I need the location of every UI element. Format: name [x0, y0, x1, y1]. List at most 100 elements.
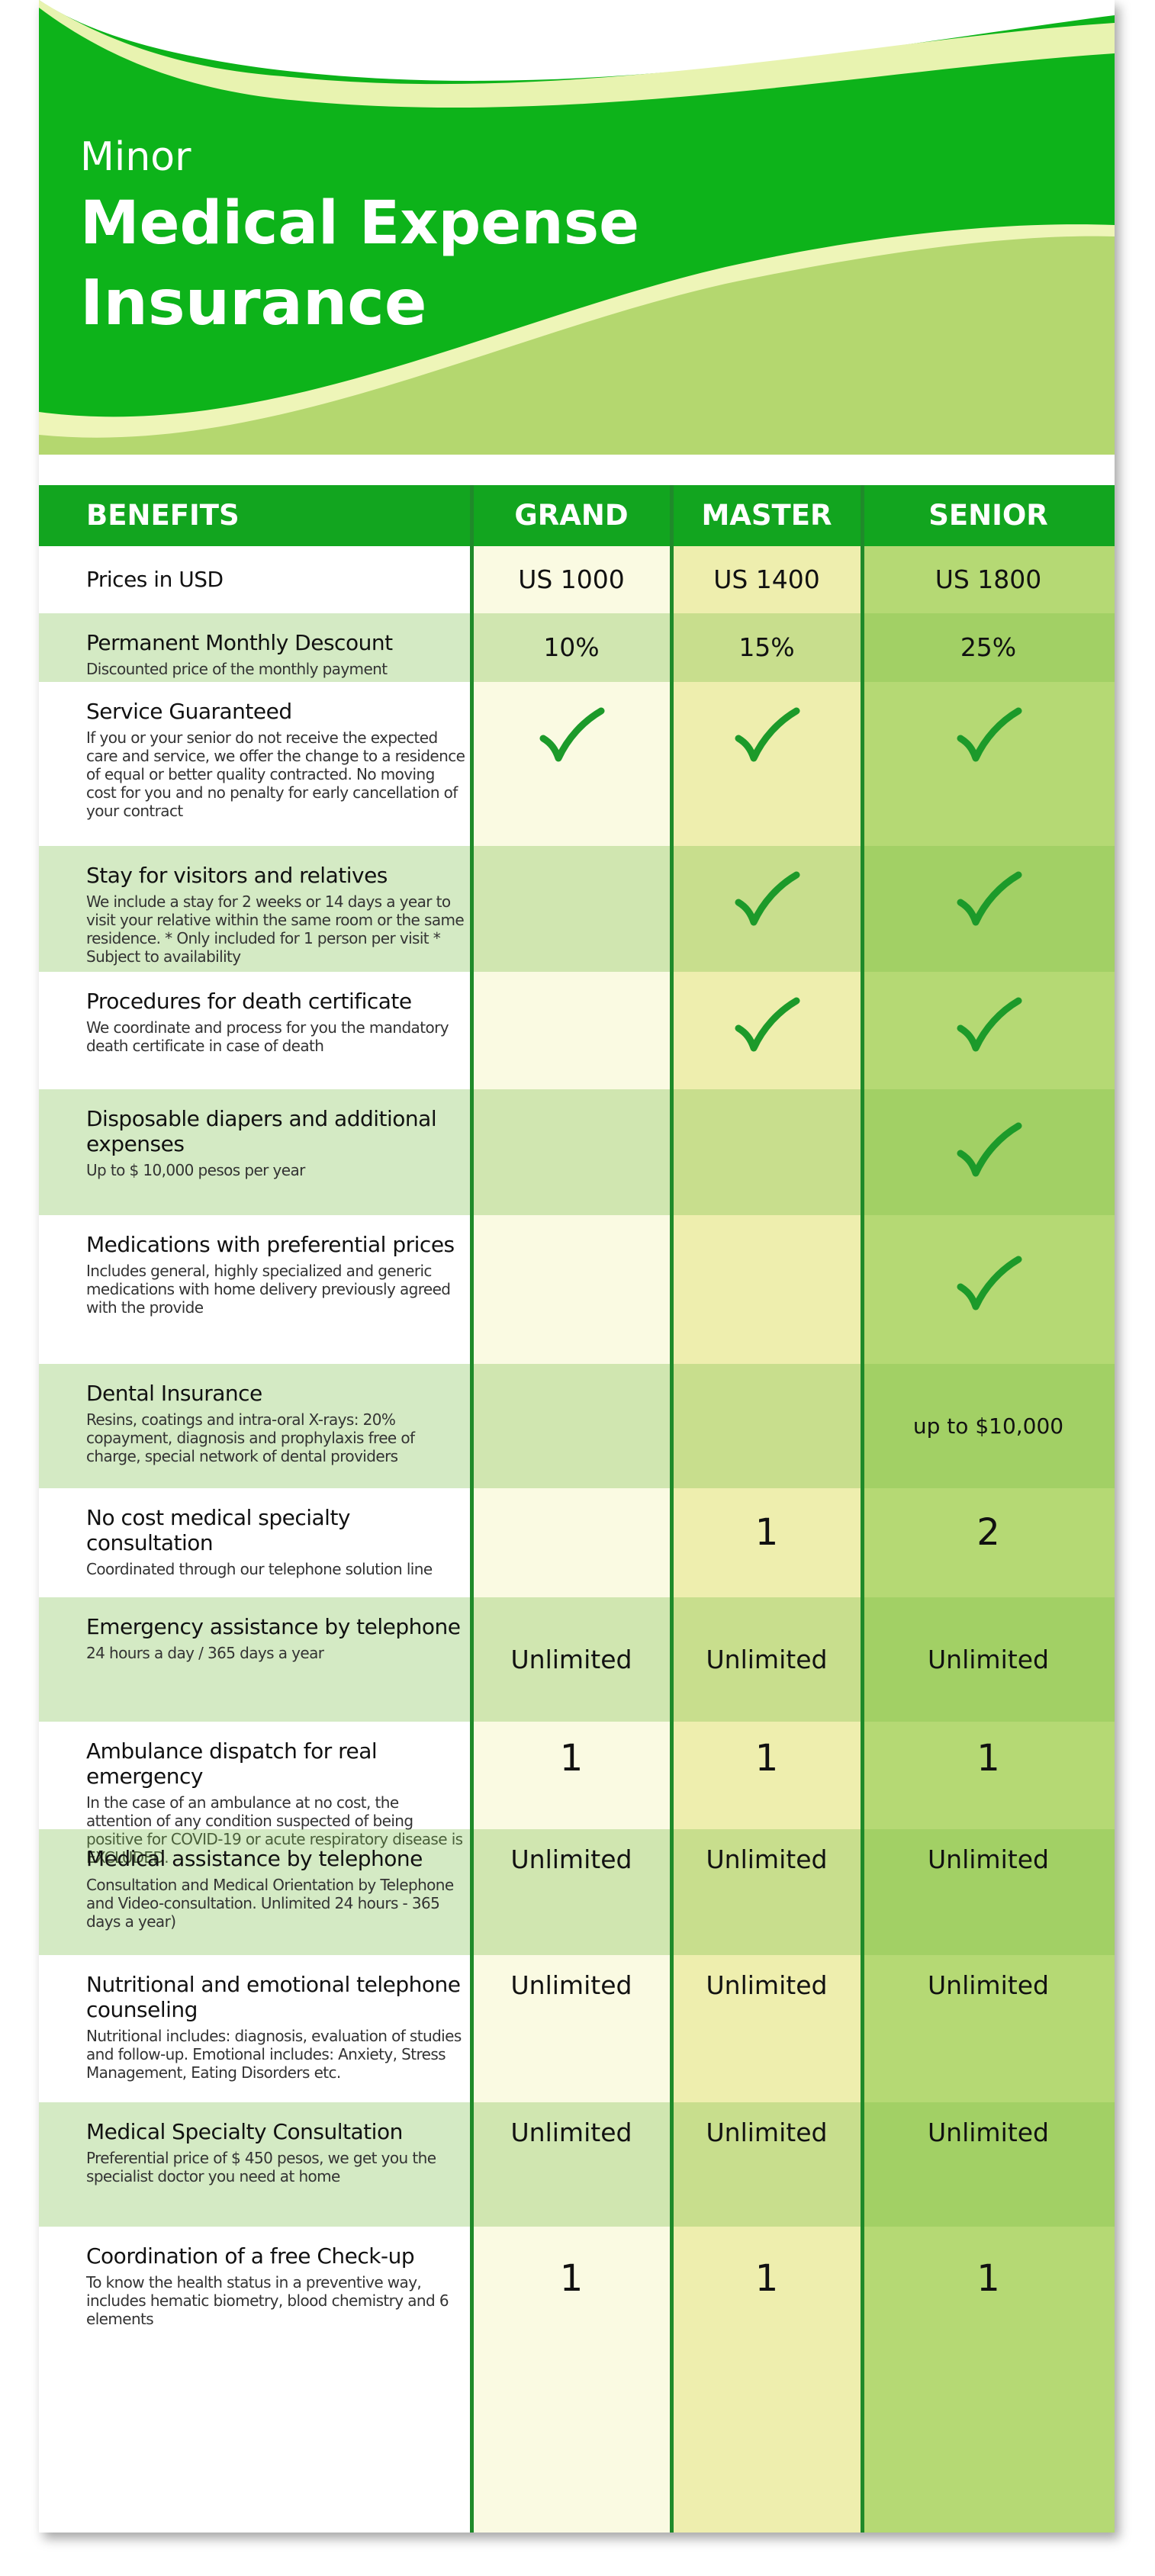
- cell-value: US 1800: [935, 564, 1042, 594]
- card: Minor Medical Expense Insurance Prices i…: [39, 0, 1115, 2533]
- cell-value: Unlimited: [510, 2118, 632, 2147]
- cell-value: 1: [976, 2257, 1000, 2300]
- cell-value: Unlimited: [928, 1645, 1049, 1674]
- column-header: SENIOR: [928, 499, 1048, 532]
- benefit-name: Prices in USD: [86, 567, 224, 592]
- check-mark: [862, 705, 1115, 772]
- check-mark: [471, 705, 671, 772]
- cell-value: Unlimited: [706, 1970, 828, 2000]
- benefit: Service Guaranteed If you or your senior …: [86, 699, 468, 820]
- check-mark: [862, 1253, 1115, 1320]
- cell-value: 15%: [738, 632, 795, 662]
- cell-value: Unlimited: [706, 1844, 828, 1874]
- benefit-description: We include a stay for 2 weeks or 14 days…: [86, 892, 465, 966]
- benefit-description: Discounted price of the monthly payment: [86, 660, 388, 678]
- column-header: BENEFITS: [86, 499, 240, 532]
- benefit-description: Coordinated through our telephone soluti…: [86, 1560, 433, 1578]
- benefit: Medications with preferential prices Incl…: [86, 1232, 468, 1317]
- column-header: GRAND: [514, 499, 629, 532]
- cell-value: Unlimited: [510, 1645, 632, 1674]
- cell-value: 1: [976, 1737, 1000, 1780]
- benefit-name: Medical assistance by telephone: [86, 1846, 423, 1871]
- title: Insurance: [80, 267, 427, 339]
- cell-value: Unlimited: [706, 1645, 828, 1674]
- benefit-description: Resins, coatings and intra-oral X-rays: …: [86, 1410, 415, 1465]
- hero-background: [39, 0, 1115, 471]
- benefit-description: Nutritional includes: diagnosis, evaluat…: [86, 2027, 462, 2082]
- benefit: Prices in USD: [86, 546, 468, 613]
- benefit-name: Service Guaranteed: [86, 699, 292, 724]
- table-row: Dental Insurance Resins, coatings and int…: [39, 1364, 1115, 1488]
- table-row: No cost medical specialty consultation Co…: [39, 1488, 1115, 1597]
- benefit-name: Ambulance dispatch for real emergency: [86, 1738, 378, 1789]
- benefit-description: Consultation and Medical Orientation by …: [86, 1876, 454, 1931]
- benefit-description: Up to $ 10,000 pesos per year: [86, 1161, 305, 1179]
- benefit-description: Includes general, highly specialized and…: [86, 1262, 451, 1317]
- table-row: Nutritional and emotional telephone coun…: [39, 1955, 1115, 2102]
- benefit-description: 24 hours a day / 365 days a year: [86, 1644, 324, 1662]
- cell-value: Unlimited: [928, 1844, 1049, 1874]
- table-row: Procedures for death certificate We coord…: [39, 972, 1115, 1089]
- cell-value: 10%: [543, 632, 600, 662]
- benefit-name: Medications with preferential prices: [86, 1232, 455, 1257]
- title: Medical Expense: [80, 189, 640, 258]
- check-mark: [862, 995, 1115, 1062]
- benefit-name: Medical Specialty Consultation: [86, 2119, 403, 2144]
- cell-value: 1: [754, 1737, 779, 1780]
- benefit-description: We coordinate and process for you the ma…: [86, 1018, 449, 1055]
- cell-value: Unlimited: [928, 1970, 1049, 2000]
- table-row: Stay for visitors and relatives We includ…: [39, 846, 1115, 972]
- benefit: Stay for visitors and relatives We includ…: [86, 863, 468, 966]
- benefit-name: Dental Insurance: [86, 1381, 262, 1406]
- table-row: Coordination of a free Check-up To know t…: [39, 2227, 1115, 2533]
- benefit-name: Emergency assistance by telephone: [86, 1614, 461, 1639]
- table-row: Medications with preferential prices Incl…: [39, 1215, 1115, 1364]
- table-row: Prices in USD US 1000 US 1400 US 1800: [39, 546, 1115, 613]
- cell-value: up to $10,000: [912, 1413, 1064, 1439]
- table-row: Permanent Monthly Descount Discounted pri…: [39, 613, 1115, 682]
- benefit-name: Nutritional and emotional telephone coun…: [86, 1972, 461, 2022]
- benefit-name: Permanent Monthly Descount: [86, 630, 393, 655]
- column-divider: [861, 485, 864, 2533]
- table-row: Emergency assistance by telephone 24 hour…: [39, 1597, 1115, 1722]
- benefit-name: Stay for visitors and relatives: [86, 863, 388, 888]
- benefit: Medical assistance by telephone Consultat…: [86, 1846, 468, 1931]
- benefit: Medical Specialty Consultation Preferenti…: [86, 2119, 468, 2185]
- check-mark: [671, 869, 862, 936]
- pre-title: Minor: [80, 134, 191, 180]
- grand-column: [471, 546, 671, 2533]
- benefit: Ambulance dispatch for real emergency In …: [86, 1738, 468, 1867]
- cell-value: 1: [754, 1511, 779, 1554]
- benefit: Procedures for death certificate We coord…: [86, 989, 468, 1055]
- table-row: Medical assistance by telephone Consultat…: [39, 1829, 1115, 1955]
- cell-value: Unlimited: [510, 1970, 632, 2000]
- benefit-name: Procedures for death certificate: [86, 989, 412, 1014]
- column-divider: [470, 485, 474, 2533]
- benefit-name: Coordination of a free Check-up: [86, 2243, 415, 2269]
- senior-column: [862, 546, 1115, 2533]
- cell-value: US 1400: [713, 564, 820, 594]
- master-column: [671, 546, 862, 2533]
- benefit: Permanent Monthly Descount Discounted pri…: [86, 630, 468, 678]
- benefit-description: To know the health status in a preventiv…: [86, 2273, 449, 2328]
- cell-value: 1: [559, 2257, 584, 2300]
- table-row: Ambulance dispatch for real emergency In …: [39, 1722, 1115, 1867]
- benefit: No cost medical specialty consultation Co…: [86, 1505, 468, 1578]
- table-row: Service Guaranteed If you or your senior …: [39, 682, 1115, 846]
- column-header: MASTER: [701, 499, 832, 532]
- cell-value: Unlimited: [510, 1844, 632, 1874]
- cell-value: US 1000: [518, 564, 625, 594]
- column-divider: [670, 485, 674, 2533]
- cell-value: 1: [754, 2257, 779, 2300]
- benefit-description: In the case of an ambulance at no cost, …: [86, 1793, 463, 1867]
- table-row: Disposable diapers and additional expens…: [39, 1089, 1115, 1215]
- benefit: Nutritional and emotional telephone coun…: [86, 1972, 468, 2082]
- benefit-name: Disposable diapers and additional expens…: [86, 1106, 437, 1156]
- cell-value: Unlimited: [928, 2118, 1049, 2147]
- benefit: Disposable diapers and additional expens…: [86, 1106, 468, 1179]
- check-mark: [862, 869, 1115, 936]
- check-mark: [671, 995, 862, 1062]
- benefit-description: Preferential price of $ 450 pesos, we ge…: [86, 2149, 436, 2185]
- table-row: Medical Specialty Consultation Preferenti…: [39, 2102, 1115, 2227]
